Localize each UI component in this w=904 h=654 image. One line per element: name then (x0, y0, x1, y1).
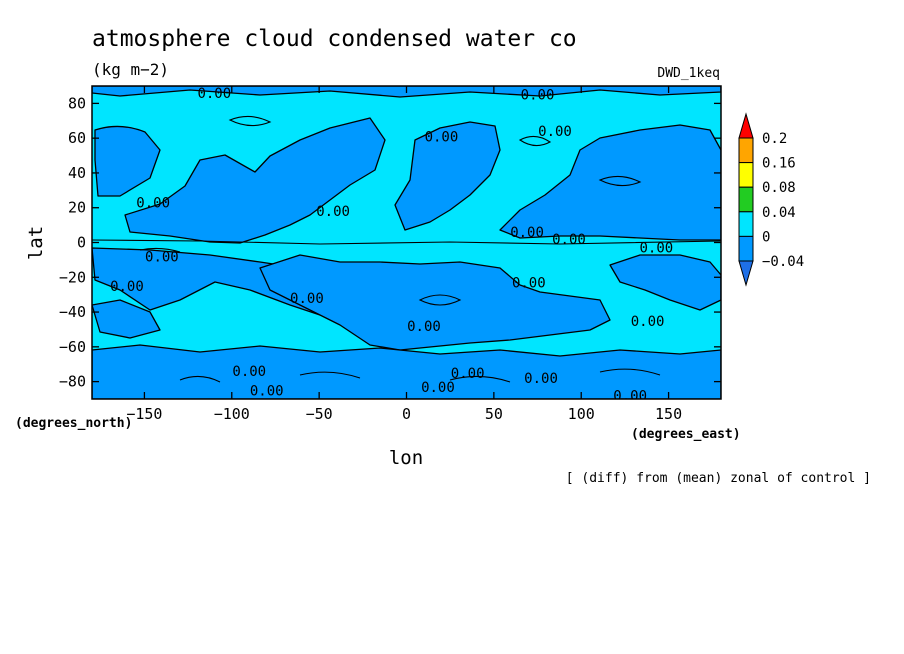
x-tick-label: 50 (485, 405, 503, 423)
contour-label: 0.00 (197, 86, 231, 102)
contour-label: 0.00 (421, 380, 455, 396)
colorbar-top-arrow (738, 112, 754, 139)
y-tick-label: 40 (68, 164, 86, 182)
x-units-label: (degrees_east) (631, 427, 741, 442)
x-axis-title: lon (389, 447, 423, 469)
comparison-note: [ (diff) from (mean) zonal of control ] (566, 471, 871, 486)
contour-label: 0.00 (407, 319, 441, 335)
y-tick-label: −80 (59, 373, 86, 391)
contour-labels: 0.00 0.000.000.000.000.000.00 0.000.000.00… (110, 86, 673, 405)
y-tick-label: 20 (68, 199, 86, 217)
y-axis: −80 −60 −40 −20 0 20 40 60 80 (59, 94, 721, 391)
region-south-center (259, 254, 611, 351)
heatmap-field: 0.00 0.000.000.000.000.000.00 0.000.000.00… (92, 86, 721, 405)
colorbar-level-label: −0.04 (762, 254, 804, 270)
colorbar-segment (738, 137, 754, 164)
region-south-west-cell (92, 299, 161, 339)
colorbar-level-label: 0 (762, 229, 770, 245)
contour-label: 0.00 (425, 129, 459, 145)
colorbar-segment (738, 162, 754, 188)
x-tick-label: 150 (655, 405, 682, 423)
contour-label: 0.00 (613, 389, 647, 405)
contour-label: 0.00 (552, 232, 586, 248)
y-tick-label: 0 (77, 234, 86, 252)
x-tick-label: −100 (214, 405, 250, 423)
y-units-label: (degrees_north) (15, 416, 132, 431)
y-tick-label: −60 (59, 338, 86, 356)
model-label: DWD_1keq (657, 66, 720, 81)
contour-label: 0.00 (110, 279, 144, 295)
y-tick-label: 80 (68, 94, 86, 112)
y-tick-label: 60 (68, 129, 86, 147)
contour-label: 0.00 (145, 249, 179, 265)
colorbar-segment (738, 211, 754, 237)
contour-label: 0.00 (136, 196, 170, 212)
region-north-band-west (124, 117, 386, 244)
contour-label: 0.00 (524, 371, 558, 387)
colorbar-level-label: 0.2 (762, 131, 787, 147)
region-north-center (394, 121, 501, 231)
region-south-east (609, 254, 721, 311)
colorbar-level-label: 0.16 (762, 156, 796, 172)
contour-label: 0.00 (290, 291, 324, 307)
contour-label: 0.00 (521, 88, 555, 104)
contour-label: 0.00 (510, 225, 544, 241)
contour-label: 0.00 (451, 366, 485, 382)
contour-label: 0.00 (631, 314, 665, 330)
contour-label: 0.00 (232, 364, 266, 380)
contour-label: 0.00 (538, 124, 572, 140)
y-tick-label: −20 (59, 268, 86, 286)
y-tick-label: −40 (59, 303, 86, 321)
x-axis: −150 −100 −50 0 50 100 150 (126, 86, 682, 423)
contour-label: 0.00 (250, 383, 284, 399)
extra-contours (92, 115, 721, 383)
colorbar-bottom-arrow (738, 260, 754, 287)
negative-regions (92, 86, 721, 399)
colorbar-level-label: 0.08 (762, 180, 796, 196)
contour-label: 0.00 (316, 204, 350, 220)
region-north-west (94, 125, 161, 197)
colorbar-segment (738, 235, 754, 262)
contour-label: 0.00 (512, 275, 546, 291)
y-axis-title: lat (25, 226, 47, 260)
colorbar-segment (738, 186, 754, 213)
contour-label: 0.00 (639, 241, 673, 257)
colorbar: 0.2 0.16 0.08 0.04 0 −0.04 (738, 112, 804, 287)
x-tick-label: −50 (306, 405, 333, 423)
x-tick-label: −150 (126, 405, 162, 423)
units-label: (kg m−2) (92, 60, 169, 79)
x-tick-label: 0 (402, 405, 411, 423)
region-south-polar (92, 344, 721, 399)
chart-title: atmosphere cloud condensed water co (92, 26, 577, 52)
region-north-east (499, 124, 721, 241)
x-tick-label: 100 (568, 405, 595, 423)
colorbar-level-label: 0.04 (762, 205, 796, 221)
